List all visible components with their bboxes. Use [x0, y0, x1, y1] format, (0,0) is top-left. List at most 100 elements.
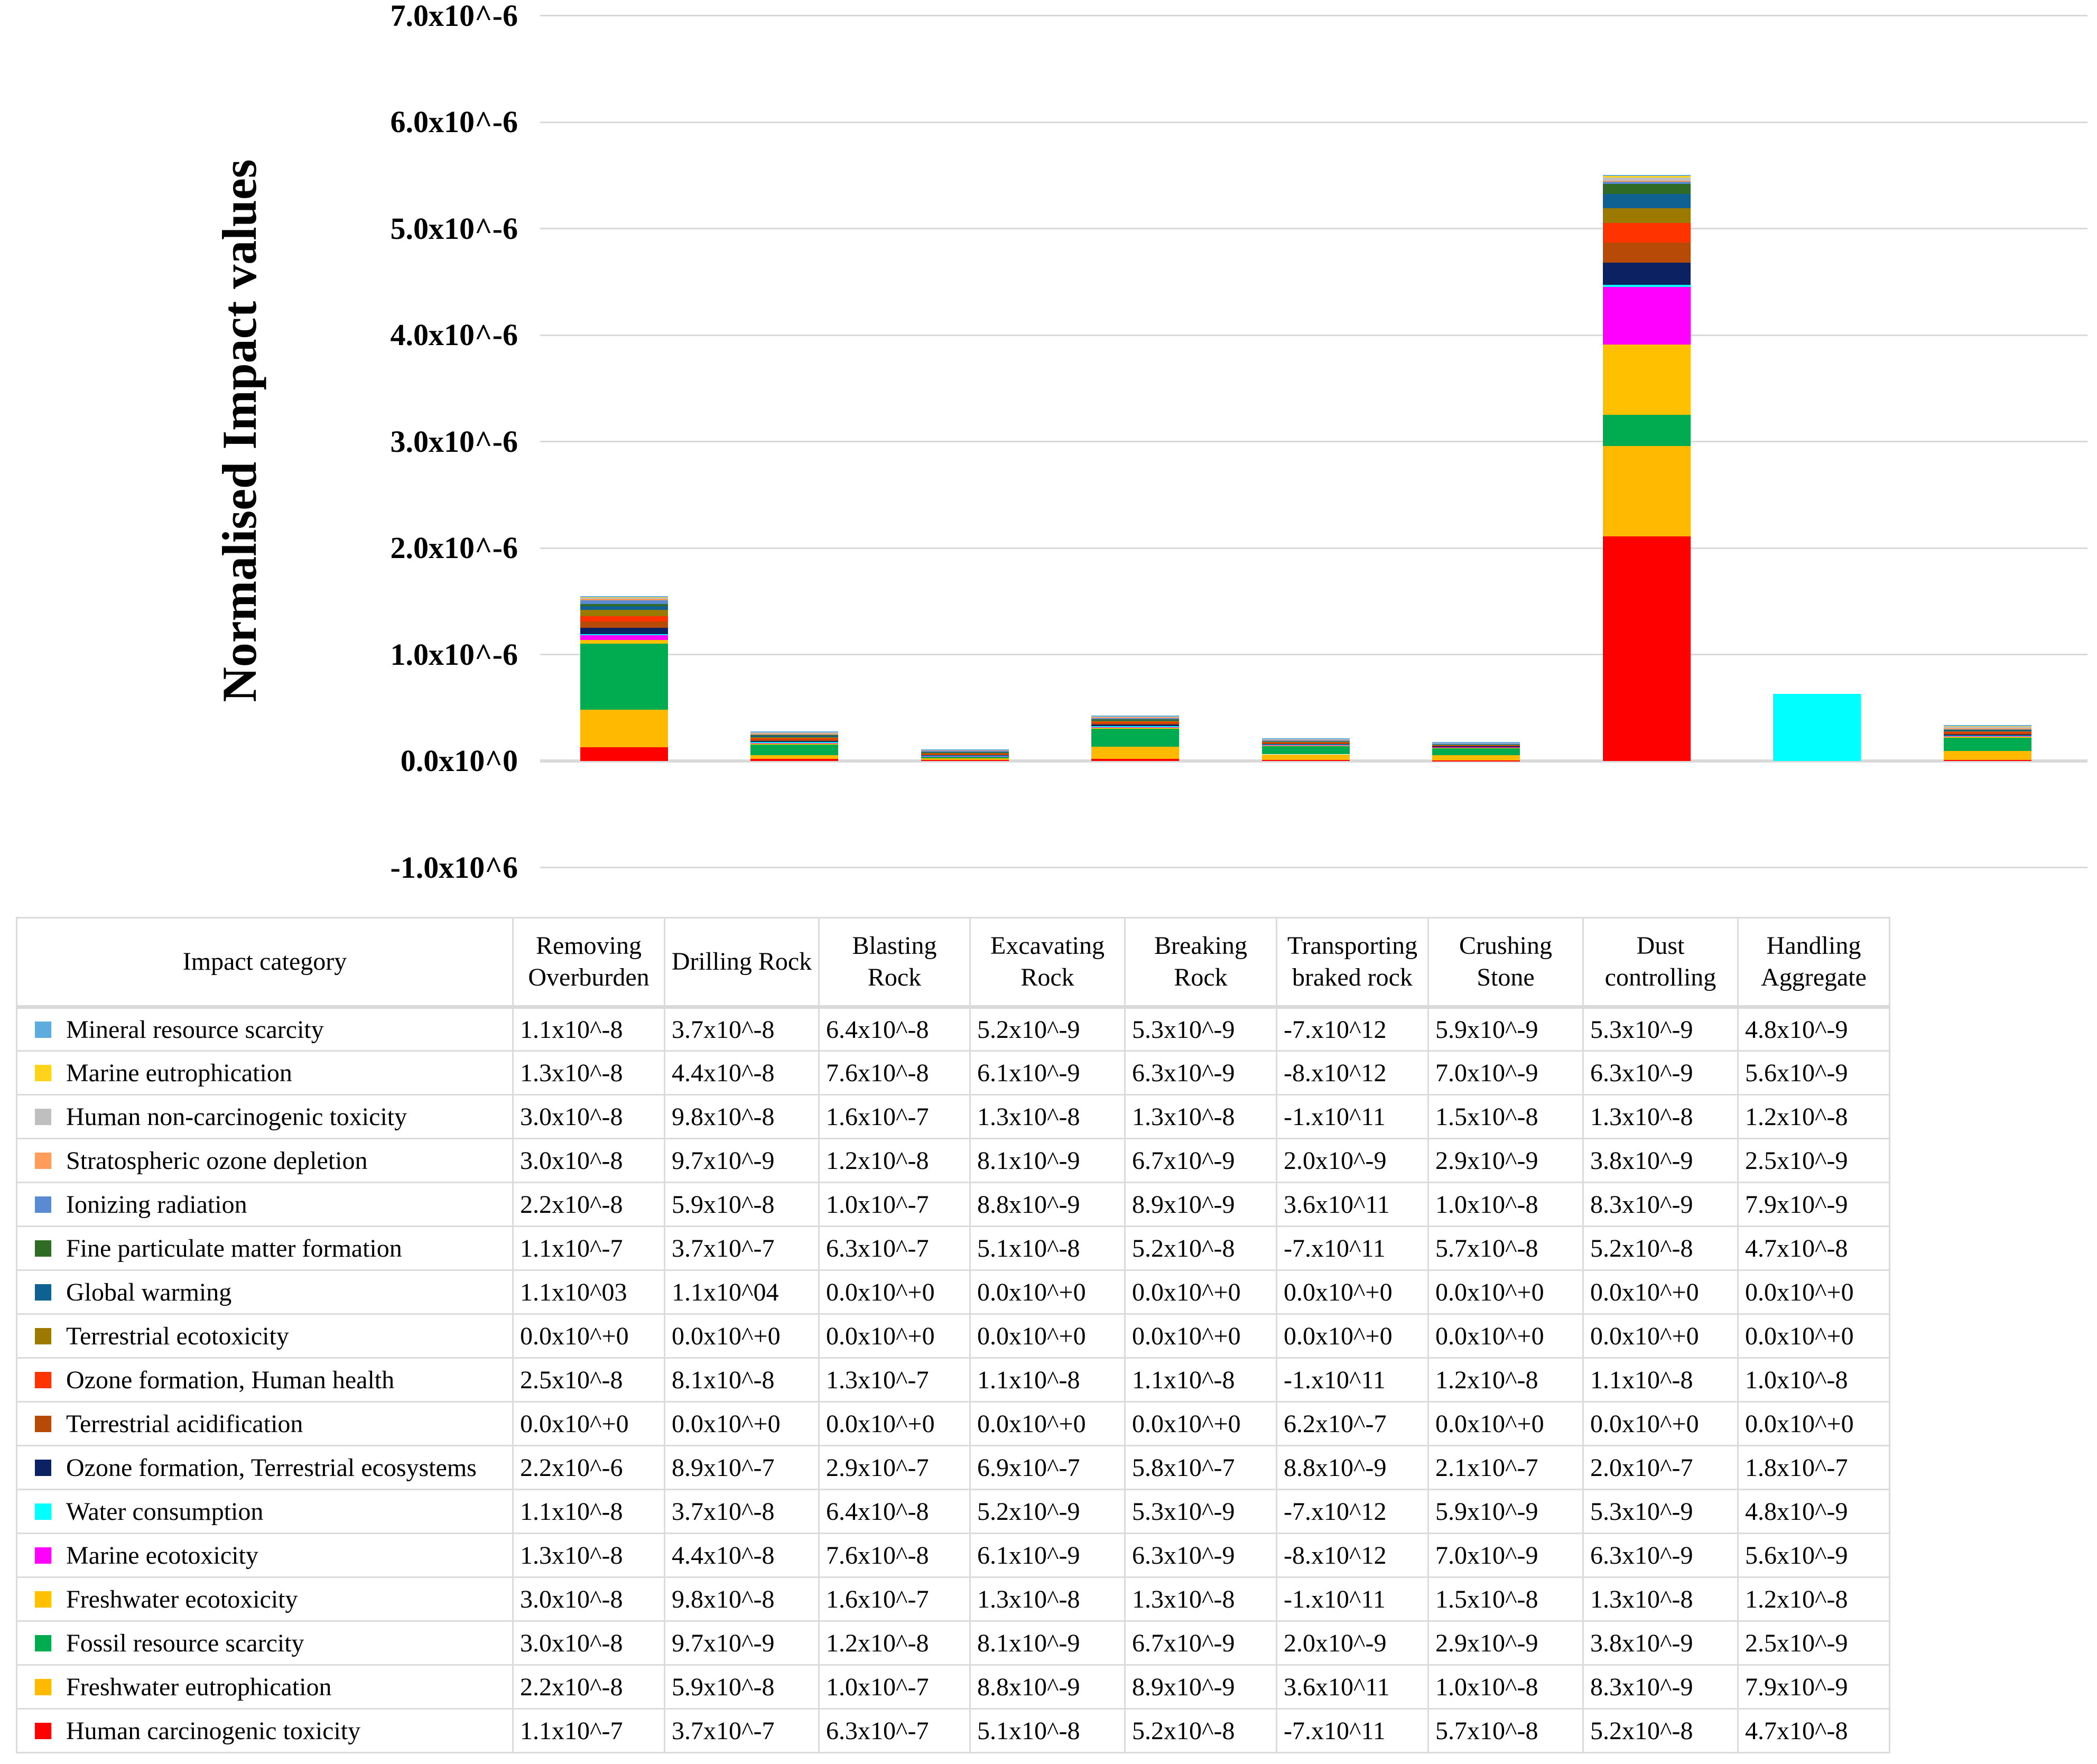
bar-segment: [1603, 445, 1691, 536]
bar-segment: [1262, 744, 1350, 746]
bar-segment: [1603, 194, 1691, 209]
bar-segment: [1944, 729, 2031, 730]
bar-segment: [1091, 717, 1179, 719]
impact-value-cell: 2.0x10^-9: [1276, 1138, 1429, 1183]
bar-segment: [921, 754, 1009, 755]
bar-segment: [1603, 177, 1691, 181]
impact-value-cell: 2.1x10^-7: [1427, 1445, 1584, 1490]
bar-segment: [750, 732, 838, 734]
impact-category-label: Freshwater eutrophication: [66, 1673, 332, 1701]
bar-segment: [1603, 287, 1691, 345]
impact-value-cell: 0.0x10^+0: [1737, 1269, 1890, 1315]
impact-value-cell: 5.1x10^-8: [969, 1225, 1126, 1271]
impact-value-cell: 8.3x10^-9: [1582, 1664, 1739, 1710]
impact-category-cell: Mineral resource scarcity: [16, 1006, 514, 1052]
impact-category-label: Terrestrial ecotoxicity: [66, 1322, 289, 1350]
table-row: Global warming 1.1x10^03 1.1x10^04 0.0x10^+…: [16, 1269, 1890, 1315]
legend-color-swatch: [35, 1459, 51, 1476]
bar-segment: [750, 734, 838, 735]
bar-segment: [1603, 208, 1691, 224]
bar-segment: [921, 755, 1009, 756]
impact-value-cell: -7.x10^12: [1276, 1006, 1429, 1052]
impact-value-cell: 0.0x10^+0: [1737, 1401, 1890, 1446]
impact-value-cell: 9.7x10^-9: [664, 1138, 820, 1183]
impact-value-cell: 1.0x10^-8: [1427, 1182, 1584, 1227]
header-process-column: Blasting Rock: [818, 917, 971, 1009]
bar-segment: [1944, 729, 2031, 731]
y-tick-label: 1.0x10^-6: [390, 637, 518, 672]
legend-color-swatch: [35, 1021, 51, 1038]
impact-value-cell: 1.3x10^-8: [512, 1050, 665, 1095]
bar-segment: [1603, 183, 1691, 194]
table-row: Human non-carcinogenic toxicity 3.0x10^-8…: [16, 1094, 1890, 1139]
impact-value-cell: 4.4x10^-8: [664, 1050, 820, 1095]
impact-value-cell: 5.2x10^-9: [969, 1489, 1126, 1534]
bar-segment: [1091, 728, 1179, 729]
impact-value-cell: 8.3x10^-9: [1582, 1182, 1739, 1227]
legend-color-swatch: [35, 1503, 51, 1520]
impact-value-cell: 7.9x10^-9: [1737, 1664, 1890, 1710]
impact-value-cell: 1.3x10^-8: [969, 1576, 1126, 1622]
impact-value-cell: 5.2x10^-8: [1124, 1225, 1277, 1271]
impact-value-cell: 1.3x10^-8: [1124, 1094, 1277, 1139]
impact-value-cell: 2.9x10^-7: [818, 1445, 971, 1490]
impact-category-cell: Marine ecotoxicity: [16, 1533, 514, 1578]
impact-value-cell: 1.1x10^-8: [512, 1489, 665, 1534]
bar-segment: [1091, 758, 1179, 761]
impact-value-cell: 6.1x10^-9: [969, 1533, 1126, 1578]
impact-category-cell: Ozone formation, Human health: [16, 1357, 514, 1403]
impact-category-cell: Terrestrial acidification: [16, 1401, 514, 1446]
impact-value-cell: 8.9x10^-9: [1124, 1182, 1277, 1227]
impact-value-cell: 0.0x10^+0: [1124, 1401, 1277, 1446]
impact-value-cell: 1.3x10^-8: [1124, 1576, 1277, 1622]
impact-value-cell: 1.1x10^-7: [512, 1225, 665, 1271]
impact-value-cell: 5.7x10^-8: [1427, 1225, 1584, 1271]
impact-value-cell: 6.3x10^-9: [1124, 1050, 1277, 1095]
bar-segment: [1944, 737, 2031, 738]
bar-segment: [1432, 755, 1520, 760]
table-row: Water consumption 1.1x10^-8 3.7x10^-8 6.4x1…: [16, 1489, 1890, 1534]
bar-segment: [580, 747, 668, 761]
table-row: Terrestrial ecotoxicity 0.0x10^+0 0.0x10^+…: [16, 1313, 1890, 1359]
impact-value-cell: 4.7x10^-8: [1737, 1708, 1890, 1753]
impact-value-cell: 5.6x10^-9: [1737, 1050, 1890, 1095]
bar-segment: [1262, 740, 1350, 741]
legend-color-swatch: [35, 1108, 51, 1125]
impact-category-cell: Freshwater eutrophication: [16, 1664, 514, 1710]
bar-segment: [580, 621, 668, 628]
impact-category-cell: Fossil resource scarcity: [16, 1620, 514, 1666]
header-process-column: Removing Overburden: [512, 917, 665, 1009]
bar-segment: [1432, 747, 1520, 748]
legend-color-swatch: [35, 1196, 51, 1213]
impact-value-cell: 0.0x10^+0: [818, 1313, 971, 1359]
y-tick-label: -1.0x10^6: [390, 850, 518, 885]
bar-segment: [1944, 734, 2031, 736]
y-tick-label: 6.0x10^-6: [390, 105, 518, 139]
impact-value-cell: 0.0x10^+0: [1276, 1313, 1429, 1359]
impact-value-cell: 5.2x10^-8: [1124, 1708, 1277, 1753]
impact-value-cell: 0.0x10^+0: [969, 1269, 1126, 1315]
legend-color-swatch: [35, 1591, 51, 1608]
bar-segment: [750, 744, 838, 755]
impact-value-cell: 0.0x10^+0: [664, 1401, 820, 1446]
table-row: Ozone formation, Terrestrial ecosystems 2…: [16, 1445, 1890, 1490]
table-row: Marine eutrophication 1.3x10^-8 4.4x10^-8 7…: [16, 1050, 1890, 1095]
y-tick-label: 2.0x10^-6: [390, 531, 518, 565]
table-row: Human carcinogenic toxicity 1.1x10^-7 3.7x…: [16, 1708, 1890, 1753]
bar-segment: [750, 740, 838, 742]
impact-value-cell: 3.0x10^-8: [512, 1094, 665, 1139]
impact-value-cell: 1.3x10^-8: [969, 1094, 1126, 1139]
bar-segment: [1091, 720, 1179, 721]
impact-value-cell: 1.6x10^-7: [818, 1576, 971, 1622]
bar-segment: [1262, 742, 1350, 744]
bar-segment: [1603, 180, 1691, 182]
impact-value-cell: 1.2x10^-8: [1427, 1357, 1584, 1403]
table-row: Ionizing radiation 2.2x10^-8 5.9x10^-8 1.0x…: [16, 1182, 1890, 1227]
impact-value-cell: 1.6x10^-7: [818, 1094, 971, 1139]
impact-value-cell: 6.3x10^-7: [818, 1225, 971, 1271]
impact-category-label: Fossil resource scarcity: [66, 1629, 304, 1657]
impact-value-cell: 5.3x10^-9: [1582, 1489, 1739, 1534]
impact-value-cell: 5.2x10^-8: [1582, 1225, 1739, 1271]
table-row: Mineral resource scarcity 1.1x10^-8 3.7x10…: [16, 1006, 1890, 1052]
bar-segment: [921, 750, 1009, 752]
